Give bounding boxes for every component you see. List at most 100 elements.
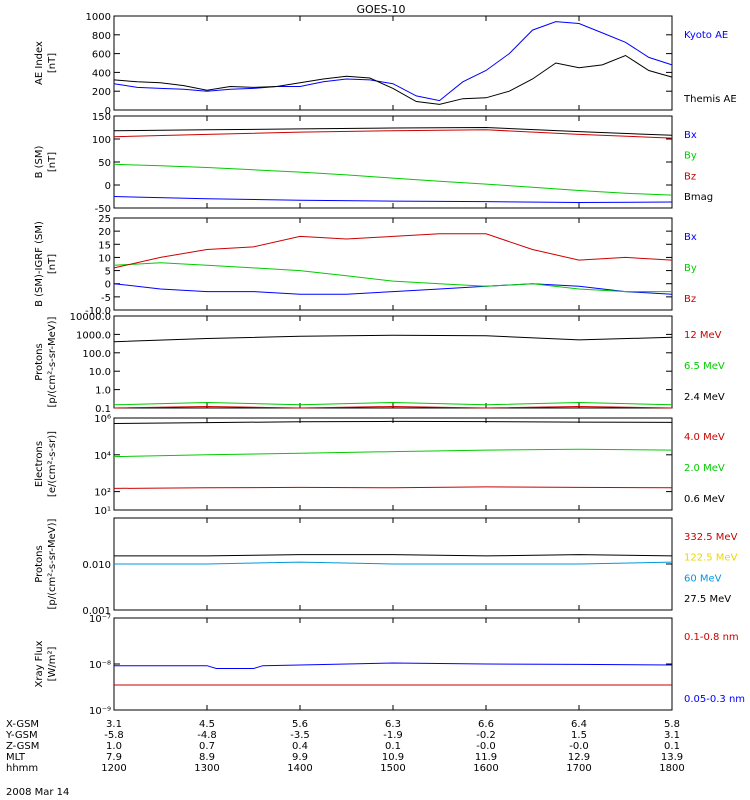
x-tick-label: 10.9 [382, 752, 404, 763]
y-tick-label: 10¹ [94, 506, 111, 517]
legend-entry: Kyoto AE [684, 30, 728, 41]
series-line-60-mev [114, 561, 673, 565]
y-tick-label: -10.0 [85, 306, 111, 317]
x-tick-label: 0.7 [199, 741, 215, 752]
x-tick-label: 1600 [473, 763, 498, 774]
y-tick-label: 1000 [86, 12, 111, 23]
legend-entry: 12 MeV [684, 330, 722, 341]
series-line-bz [113, 233, 673, 269]
y-tick-label: -50 [95, 204, 111, 215]
y-axis-label: B (SM) [34, 145, 45, 178]
x-tick-label: 1.5 [571, 730, 587, 741]
x-tick-label: 1800 [659, 763, 684, 774]
x-tick-label: 1500 [380, 763, 405, 774]
date-label: 2008 Mar 14 [6, 787, 69, 798]
y-tick-label: 10.0 [89, 367, 111, 378]
panel-4: 0.1 1.0 10.0 100.0 1000.0 10000.0 Protons [p/(c… [34, 312, 725, 415]
panel-6: 0.001 0.010 Protons [p/(cm²-s-sr-MeV)] 332.5… [34, 517, 738, 617]
y-tick-label: 0 [105, 181, 111, 192]
y-tick-label: 10⁻⁷ [89, 614, 111, 625]
series-line-bmag [113, 126, 673, 136]
y-tick-label: 20 [98, 227, 111, 238]
legend-entry: Bx [684, 130, 697, 141]
series-line-4-0-mev [113, 486, 673, 489]
y-axis-label: [nT] [47, 254, 58, 274]
x-axis-row-label: X-GSM [6, 719, 39, 730]
series-line-12-mev [113, 405, 673, 409]
legend-entry: Bz [684, 294, 696, 305]
x-axis-row-label: MLT [6, 752, 26, 763]
plot-frame [113, 417, 673, 511]
x-tick-label: -0.2 [476, 730, 496, 741]
y-axis-label: Protons [34, 545, 45, 582]
y-axis-label: [nT] [47, 152, 58, 172]
y-tick-label: 0.1 [95, 404, 111, 415]
x-tick-label: 6.6 [478, 719, 494, 730]
y-axis-label: Xray Flux [34, 640, 45, 687]
series-line-themis-ae [113, 54, 673, 105]
x-tick-label: 0.1 [385, 741, 401, 752]
x-tick-label: 5.8 [664, 719, 680, 730]
y-axis-label: [W/m²] [47, 646, 58, 681]
y-tick-label: 400 [92, 68, 111, 79]
x-tick-label: -0.0 [476, 741, 496, 752]
legend-entry: 2.4 MeV [684, 392, 725, 403]
x-tick-label: 0.1 [664, 741, 680, 752]
y-tick-label: 10⁴ [94, 451, 111, 462]
legend-entry: Themis AE [683, 94, 737, 105]
x-tick-label: -0.0 [569, 741, 589, 752]
y-tick-label: 5 [105, 267, 111, 278]
legend-entry: 2.0 MeV [684, 463, 725, 474]
figure-title: GOES-10 [356, 3, 405, 16]
y-axis-label: [nT] [47, 53, 58, 73]
y-tick-label: 0.010 [82, 560, 111, 571]
series-line-27-5-mev [114, 554, 673, 557]
y-axis-label: [e/(cm²-s-sr)] [47, 431, 58, 497]
y-tick-label: 10⁶ [94, 414, 111, 425]
y-tick-label: 150 [92, 112, 111, 123]
legend-entry: Bz [684, 171, 696, 182]
series-line-2-0-mev [113, 448, 673, 458]
y-axis-label: AE Index [34, 41, 45, 85]
legend-entry: Bx [684, 232, 697, 243]
x-tick-label: 0.4 [292, 741, 308, 752]
y-tick-label: 200 [92, 87, 111, 98]
legend-entry: 332.5 MeV [684, 532, 738, 543]
x-tick-label: 3.1 [106, 719, 122, 730]
y-tick-label: 800 [92, 31, 111, 42]
y-tick-label: 10⁻⁸ [89, 660, 111, 671]
x-tick-label: -3.5 [290, 730, 310, 741]
y-tick-label: 1.0 [95, 386, 111, 397]
y-axis-label: [p/(cm²-s-sr-MeV)] [47, 316, 58, 407]
x-tick-label: 6.4 [571, 719, 587, 730]
x-tick-label: 13.9 [661, 752, 683, 763]
x-tick-label: 5.6 [292, 719, 308, 730]
y-tick-label: 0 [105, 106, 111, 117]
legend-entry: 0.05-0.3 nm [684, 694, 745, 705]
x-tick-label: 7.9 [106, 752, 122, 763]
plot-frame [113, 217, 673, 311]
x-axis-row-label: Y-GSM [5, 730, 38, 741]
panel-7: 10⁻⁹ 10⁻⁸ 10⁻⁷ Xray Flux [W/m²] 0.1-0.8 nm 0.0… [34, 614, 745, 717]
y-tick-label: 10² [94, 488, 111, 499]
x-tick-label: 6.3 [385, 719, 401, 730]
y-tick-label: 10 [98, 253, 111, 264]
plot-frame [113, 315, 673, 409]
x-tick-label: 1400 [287, 763, 312, 774]
legend-entry: 122.5 MeV [684, 553, 738, 564]
x-axis-row-label: hhmm [6, 763, 38, 774]
y-axis-label: Protons [34, 343, 45, 380]
y-tick-label: -5 [101, 293, 111, 304]
y-tick-label: 100 [92, 135, 111, 146]
y-tick-label: 10000.0 [70, 312, 111, 323]
y-tick-label: 0 [105, 280, 111, 291]
x-tick-label: 1.0 [106, 741, 122, 752]
x-tick-label: 12.9 [568, 752, 590, 763]
y-tick-label: 10⁻⁹ [89, 706, 111, 717]
panel-3: -10.0 -5 0 5 10 15 20 25 B (SM)-IGRF (SM) [nT] Bx B… [34, 214, 697, 317]
legend-entry: By [684, 263, 697, 274]
y-axis-label: B (SM)-IGRF (SM) [34, 221, 45, 307]
x-tick-label: 4.5 [199, 719, 215, 730]
series-line-bx [113, 283, 673, 295]
